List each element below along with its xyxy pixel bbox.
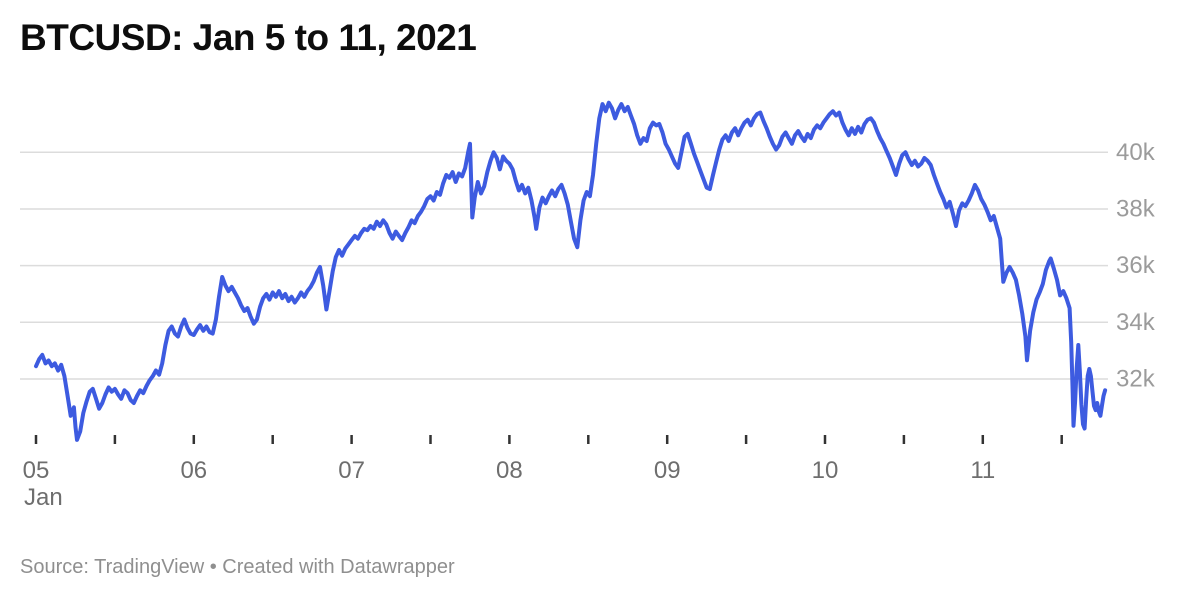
x-axis-label: 07 bbox=[338, 457, 365, 484]
chart-title: BTCUSD: Jan 5 to 11, 2021 bbox=[20, 17, 477, 58]
x-axis-label: 11 bbox=[970, 457, 995, 484]
x-axis-label: 10 bbox=[812, 457, 839, 484]
x-axis-label: 06 bbox=[180, 457, 207, 484]
y-axis-label: 32k bbox=[1116, 365, 1156, 392]
x-axis-label: 05 bbox=[23, 457, 50, 484]
source-note: Source: TradingView • Created with Dataw… bbox=[20, 556, 455, 578]
x-axis-label: 09 bbox=[654, 457, 681, 484]
y-axis-label: 40k bbox=[1116, 139, 1156, 166]
x-axis-labels: 05 06 07 08 09 10 11 Jan bbox=[23, 457, 996, 511]
y-axis-labels: 32k 34k 36k 38k 40k bbox=[1116, 139, 1156, 393]
y-axis-label: 34k bbox=[1116, 309, 1156, 336]
gridlines bbox=[20, 151, 1108, 380]
y-axis-label: 36k bbox=[1116, 252, 1156, 279]
y-axis-label: 38k bbox=[1116, 195, 1156, 222]
x-axis-label: 08 bbox=[496, 457, 523, 484]
price-line bbox=[34, 100, 1108, 442]
month-label: Jan bbox=[24, 484, 63, 511]
x-axis-ticks bbox=[34, 435, 1063, 444]
